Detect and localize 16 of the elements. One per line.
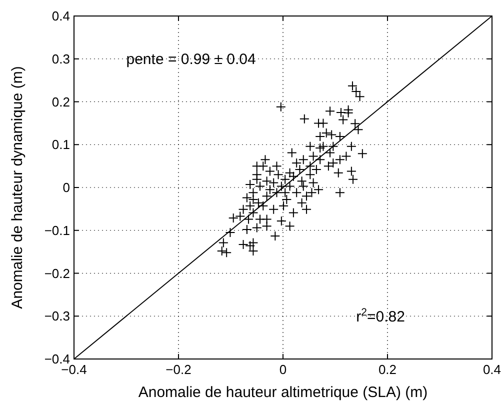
x-tick-label: 0.4 xyxy=(482,362,502,377)
x-axis-title: Anomalie de hauteur altimetrique (SLA) (m) xyxy=(138,384,428,401)
y-axis-title: Anomalie de hauteur dynamique (m) xyxy=(9,66,26,309)
x-tick-label: −0.2 xyxy=(166,362,192,377)
annotation: pente = 0.99 ± 0.04 xyxy=(126,51,256,68)
annotation: r$^{2}$=0.82 xyxy=(356,306,405,326)
y-tick-label: 0 xyxy=(62,180,70,196)
x-tick-label: 0.2 xyxy=(378,362,397,377)
y-tick-label: 0.2 xyxy=(52,94,70,110)
y-tick-label: −0.3 xyxy=(44,308,70,324)
y-tick-label: −0.1 xyxy=(44,222,70,238)
y-tick-label: 0.1 xyxy=(52,137,70,152)
y-tick-label: 0.3 xyxy=(52,51,70,66)
y-tick-label: 0.4 xyxy=(52,8,70,24)
x-tick-label: 0 xyxy=(279,362,287,377)
y-tick-label: −0.2 xyxy=(44,266,70,281)
